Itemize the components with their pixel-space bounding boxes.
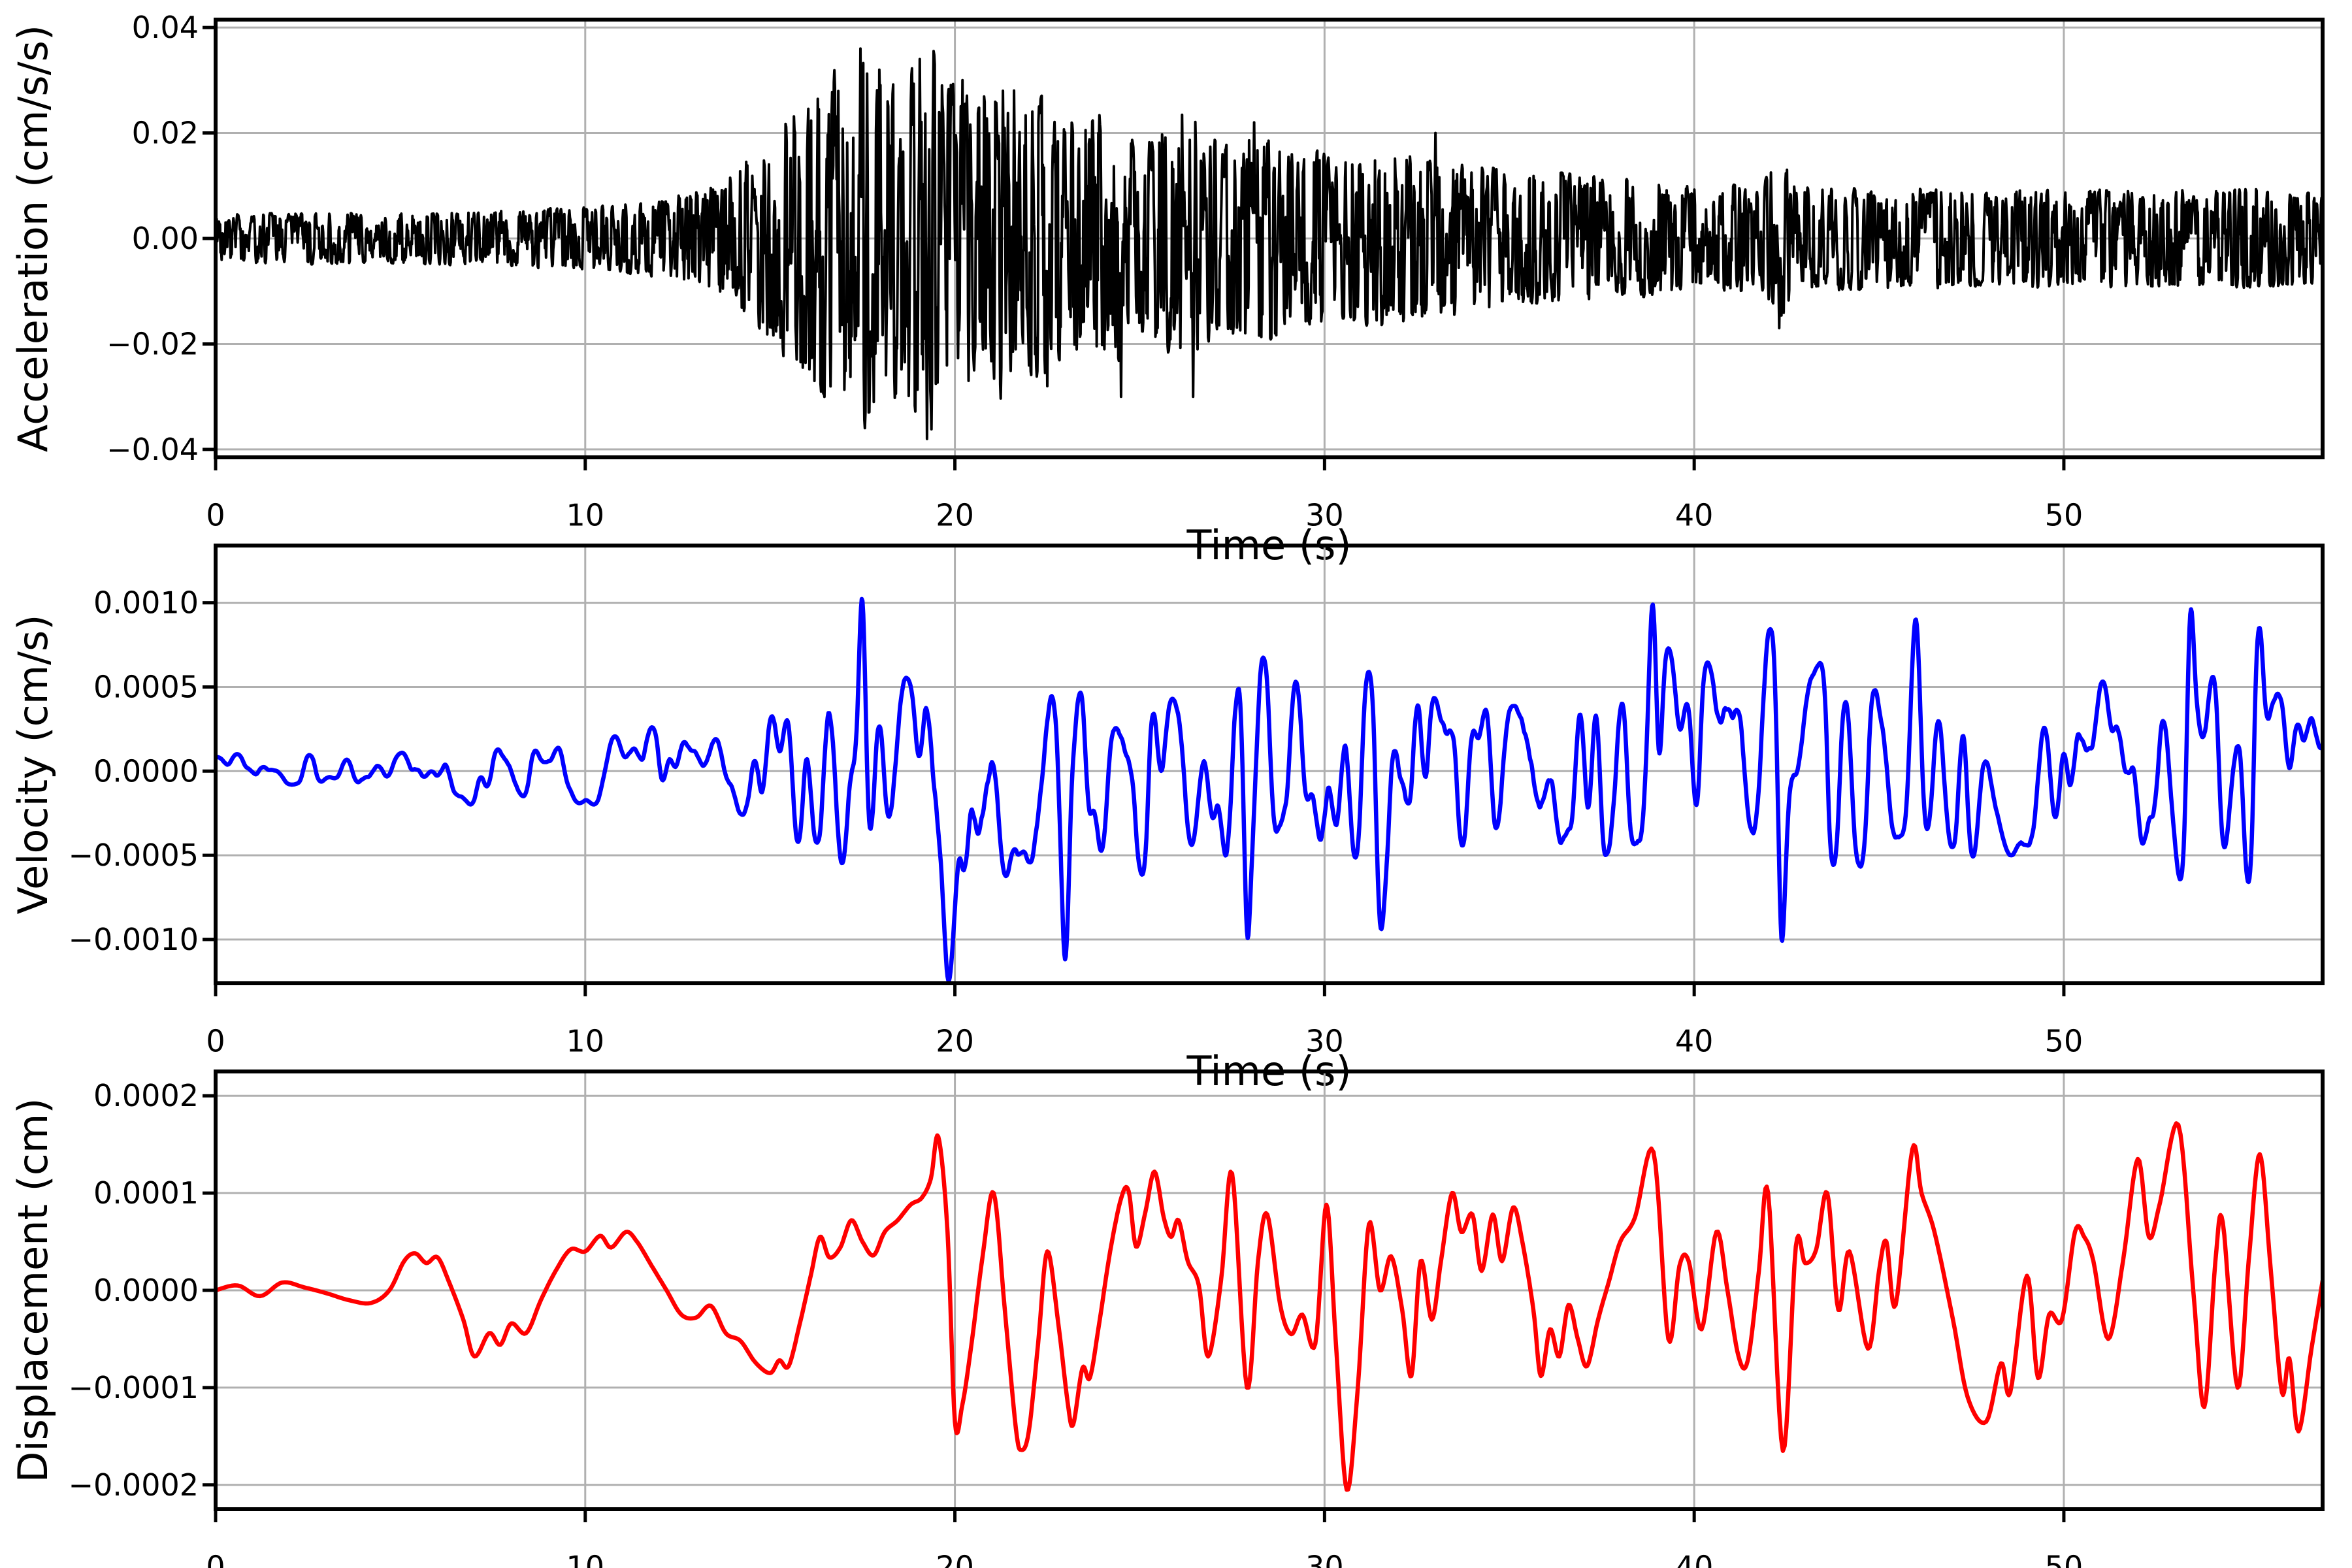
panel-displacement: 0 10 20 30 40 50 0.0002 0.0001 0.0000 −0.0001 −0.… <box>9 1070 2325 1568</box>
y-tick-labels: 0.04 0.02 0.00 −0.02 −0.04 <box>106 10 199 467</box>
x-tick-label: 30 <box>1305 497 1344 532</box>
x-tick-label: 50 <box>2045 1023 2083 1058</box>
displacement-series-line <box>216 1121 2323 1492</box>
y-tick-label: 0.0000 <box>93 1273 199 1308</box>
tick-marks <box>203 1094 2066 1522</box>
x-tick-label: 40 <box>1675 1549 1714 1568</box>
x-tick-label: 10 <box>566 1023 605 1058</box>
x-tick-label: 50 <box>2045 1549 2083 1568</box>
y-tick-label: 0.0000 <box>93 753 199 789</box>
x-tick-labels: 0 10 20 30 40 50 <box>206 1023 2083 1058</box>
x-tick-label: 30 <box>1305 1549 1344 1568</box>
panel-velocity: 0 10 20 30 40 50 0.0010 0.0005 0.0000 −0.0005 −0.… <box>9 544 2325 1095</box>
y-tick-label: 0.0005 <box>93 669 199 704</box>
velocity-series-line <box>216 596 2323 983</box>
x-tick-label: 0 <box>206 1023 225 1058</box>
axes-frame <box>214 18 2325 459</box>
x-tick-label: 20 <box>936 1549 974 1568</box>
y-tick-label: 0.0001 <box>93 1175 199 1211</box>
y-axis-label: Acceleration (cm/s/s) <box>9 25 57 452</box>
x-tick-label: 10 <box>566 497 605 532</box>
axes-frame <box>214 544 2325 985</box>
x-tick-labels: 0 10 20 30 40 50 <box>206 497 2083 532</box>
y-tick-label: −0.02 <box>106 326 199 361</box>
y-tick-label: −0.0005 <box>69 838 199 873</box>
x-tick-label: 0 <box>206 497 225 532</box>
x-tick-label: 20 <box>936 1023 974 1058</box>
y-tick-label: −0.0010 <box>69 922 199 957</box>
x-tick-label: 20 <box>936 497 974 532</box>
y-tick-label: −0.0002 <box>69 1467 199 1503</box>
y-tick-label: −0.04 <box>106 432 199 467</box>
x-tick-label: 0 <box>206 1549 225 1568</box>
x-tick-label: 30 <box>1305 1023 1344 1058</box>
y-axis-label: Displacement (cm) <box>9 1098 57 1483</box>
y-tick-label: 0.0010 <box>93 585 199 621</box>
axes-frame <box>214 1070 2325 1511</box>
y-tick-label: −0.0001 <box>69 1370 199 1405</box>
y-tick-labels: 0.0010 0.0005 0.0000 −0.0005 −0.0010 <box>69 585 199 957</box>
y-tick-label: 0.04 <box>132 10 199 45</box>
x-tick-labels: 0 10 20 30 40 50 <box>206 1549 2083 1568</box>
x-tick-label: 40 <box>1675 1023 1714 1058</box>
acceleration-series-line <box>216 47 2323 440</box>
y-tick-labels: 0.0002 0.0001 0.0000 −0.0001 −0.0002 <box>69 1078 199 1503</box>
y-tick-label: 0.02 <box>132 116 199 151</box>
x-tick-label: 10 <box>566 1549 605 1568</box>
tick-marks <box>203 601 2066 996</box>
y-tick-label: 0.0002 <box>93 1078 199 1113</box>
x-tick-label: 50 <box>2045 497 2083 532</box>
grid-lines <box>214 1071 2323 1509</box>
y-tick-label: 0.00 <box>132 221 199 256</box>
y-axis-label: Velocity (cm/s) <box>9 615 57 915</box>
panel-acceleration: 0 10 20 30 40 50 0.04 0.02 0.00 −0.02 −0.04 Accel… <box>9 10 2325 569</box>
x-tick-label: 40 <box>1675 497 1714 532</box>
tick-marks <box>203 25 2066 470</box>
